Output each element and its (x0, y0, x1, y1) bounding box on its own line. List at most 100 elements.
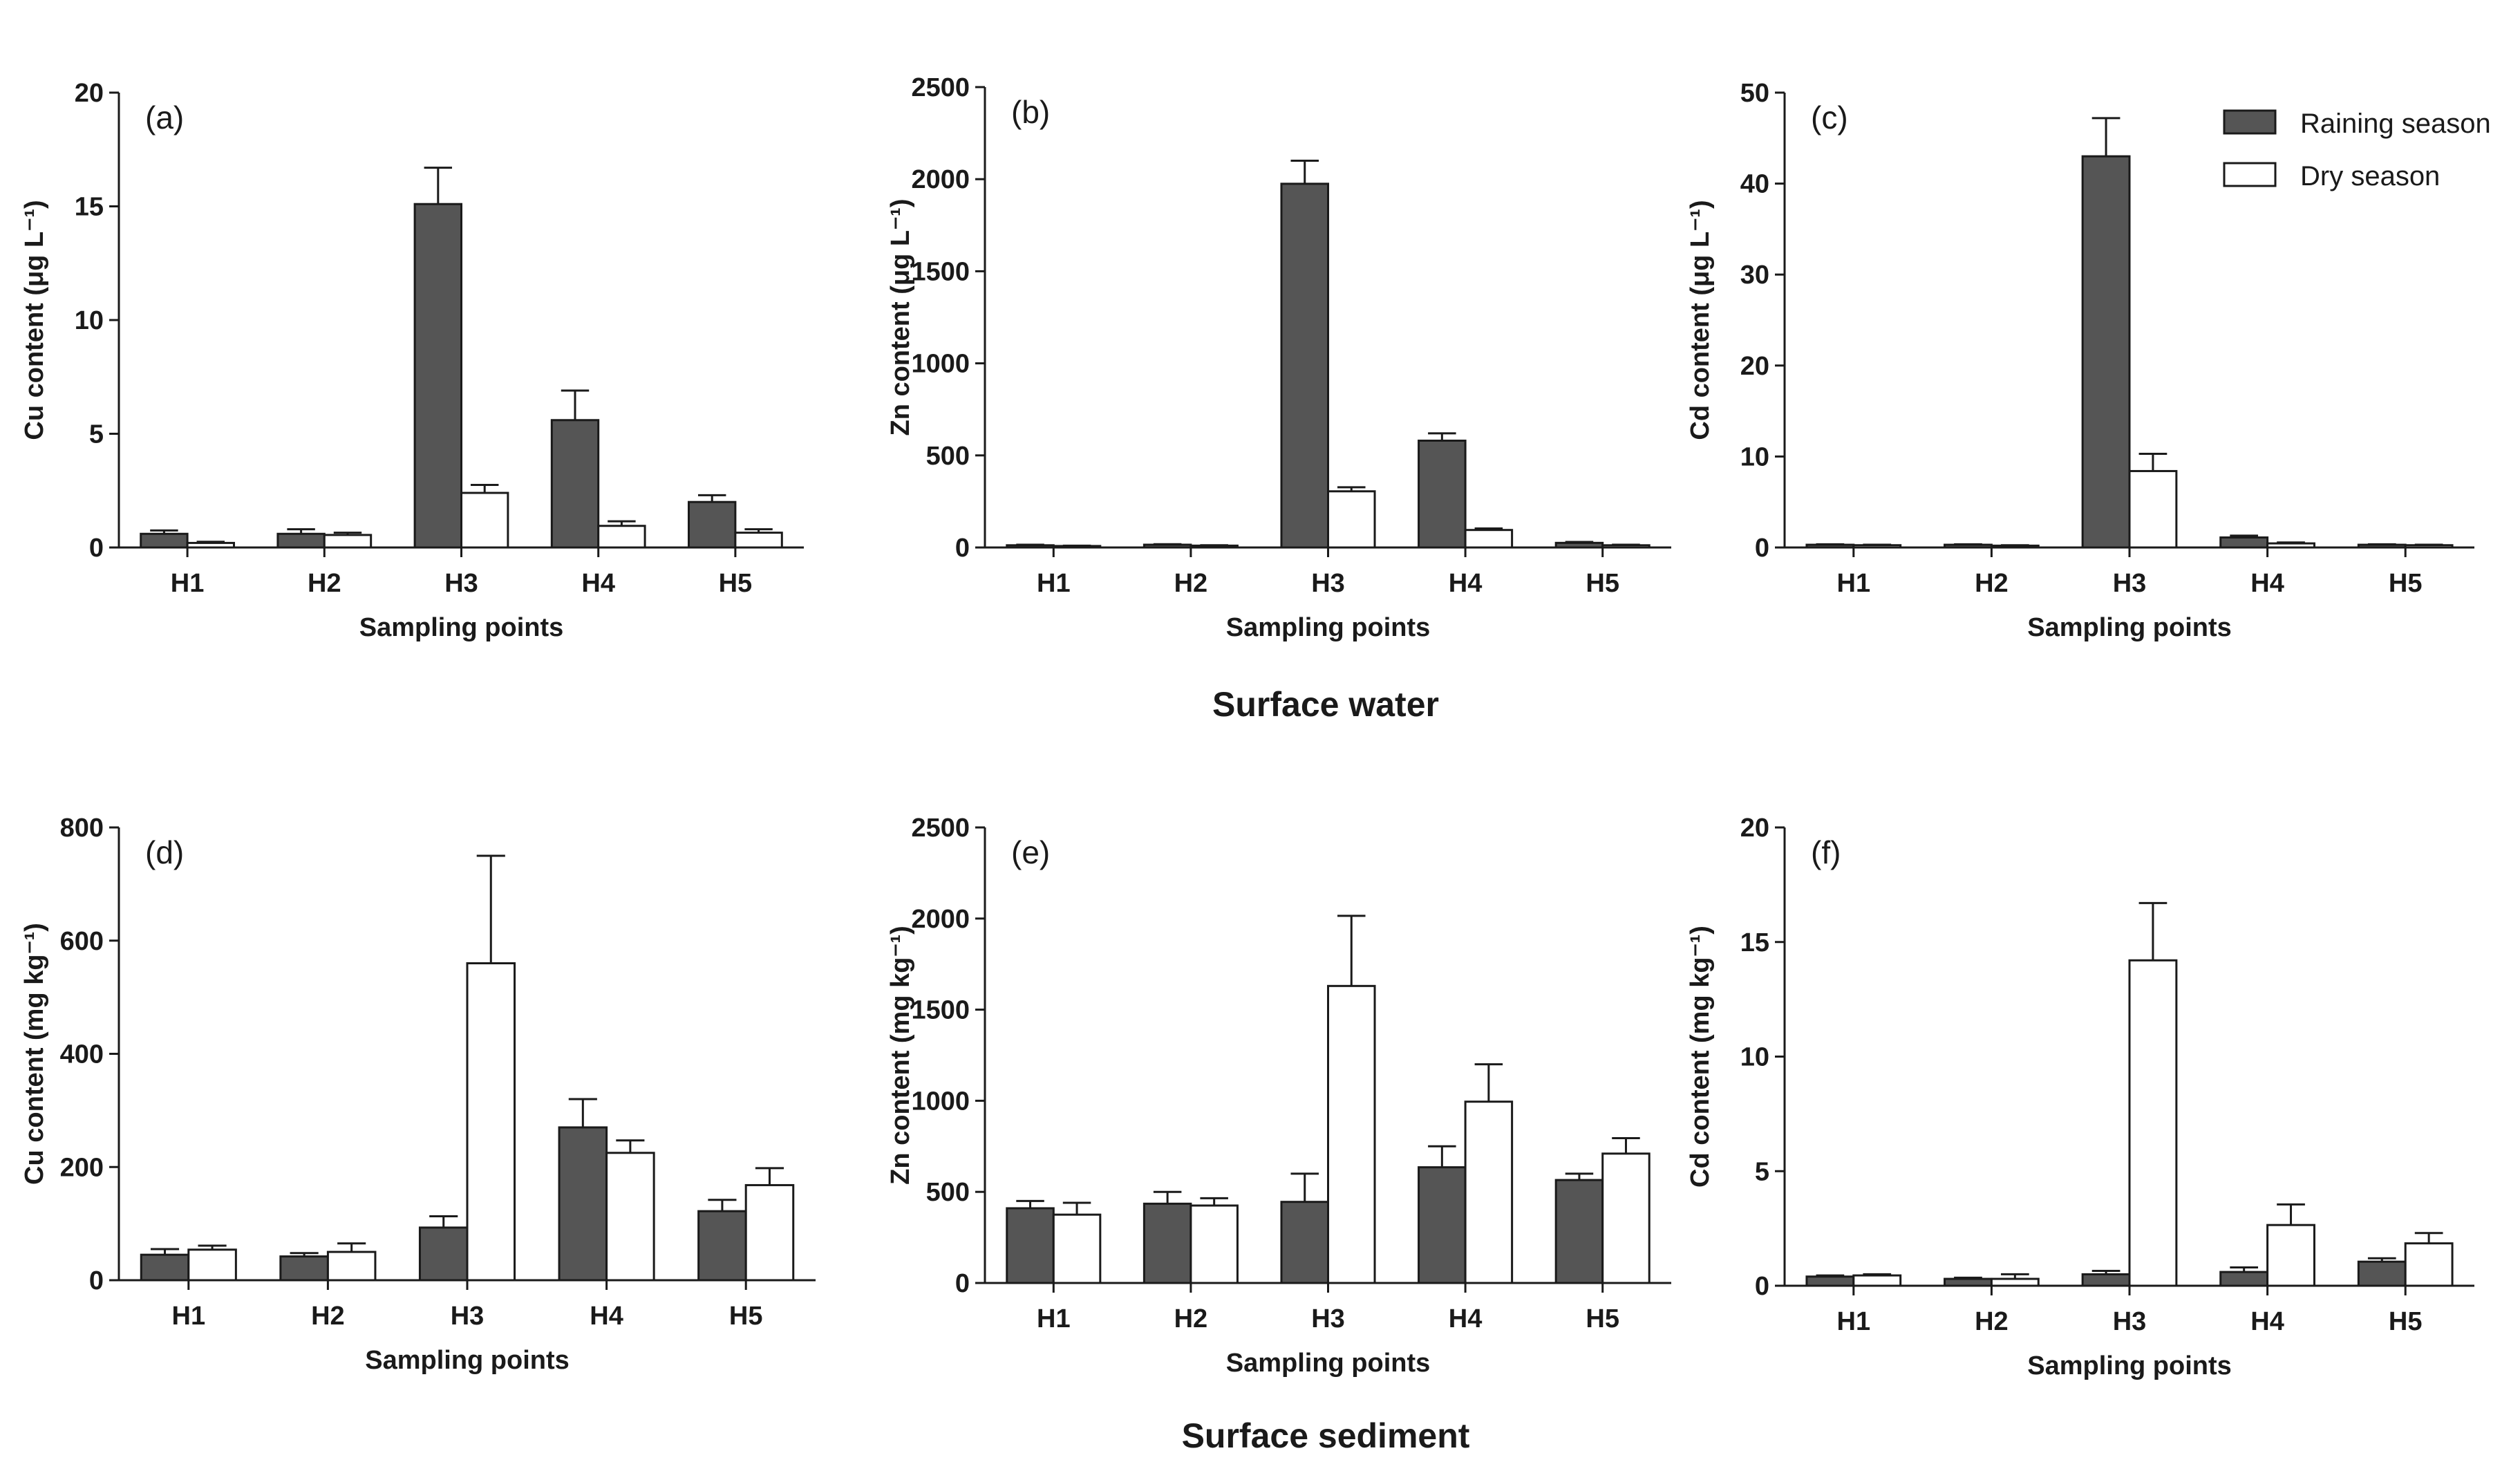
legend-swatch-dry (2223, 162, 2277, 187)
y-tick-label-a: 20 (75, 79, 104, 108)
x-tick-label-a: H5 (719, 569, 753, 598)
x-tick-label-f: H4 (2250, 1307, 2284, 1336)
panel-b: 0 500 1000 1500 2000 2500 H1 H2 H3 H4 H5 Sampling p… (886, 73, 1671, 642)
panel-label-d: (d) (145, 834, 184, 870)
y-tick-label-c: 30 (1740, 261, 1769, 290)
bar-b-h4-raining-season (1418, 439, 1467, 549)
y-tick-label-f: 0 (1755, 1272, 1769, 1301)
x-tick-label-d: H2 (311, 1302, 345, 1331)
bar-c-h3-dry-season (2128, 469, 2178, 549)
x-axis-label-d: Sampling points (365, 1346, 570, 1375)
bar-a-h5-raining-season (688, 500, 737, 549)
x-tick-label-b: H1 (1037, 569, 1071, 598)
x-tick-label-f: H1 (1837, 1307, 1871, 1336)
bar-f-h4-raining-season (2219, 1271, 2269, 1287)
bar-d-h3-raining-season (418, 1226, 469, 1282)
y-tick-label-b: 2000 (911, 165, 970, 194)
x-tick-label-d: H4 (590, 1302, 623, 1331)
bar-e-h1-raining-season (1006, 1207, 1055, 1284)
y-tick-label-b: 1500 (911, 257, 970, 286)
y-tick-label-d: 600 (60, 927, 104, 956)
bar-f-h2-dry-season (1990, 1277, 2040, 1287)
x-tick-label-c: H1 (1837, 569, 1871, 598)
y-tick-label-f: 20 (1740, 814, 1769, 843)
bar-a-h3-dry-season (460, 491, 509, 549)
bar-f-h2-raining-season (1944, 1277, 1993, 1287)
legend-label-dry: Dry season (2300, 161, 2440, 191)
panel-e: 0 500 1000 1500 2000 2500 H1 H2 H3 H4 H5 Sampling p… (886, 814, 1671, 1378)
x-tick-label-b: H5 (1586, 569, 1619, 598)
x-tick-label-a: H4 (581, 569, 615, 598)
x-tick-label-e: H3 (1311, 1304, 1345, 1333)
y-tick-label-e: 500 (926, 1178, 970, 1207)
x-tick-label-e: H4 (1449, 1304, 1483, 1333)
bar-f-h3-dry-season (2128, 959, 2178, 1287)
y-axis-label-e: Zn content (mg kg⁻¹) (886, 926, 915, 1185)
panel-f: 0 5 10 15 20 H1 H2 H3 H4 H5 Sampling points Cd cont… (1686, 814, 2474, 1380)
bar-e-h4-raining-season (1418, 1166, 1467, 1284)
x-tick-label-f: H5 (2389, 1307, 2423, 1336)
bar-e-h2-dry-season (1190, 1204, 1239, 1284)
y-tick-label-f: 15 (1740, 928, 1769, 957)
bar-d-h4-dry-season (605, 1152, 655, 1282)
bar-e-h1-dry-season (1052, 1213, 1102, 1284)
bar-a-h1-dry-season (186, 541, 235, 549)
bar-b-h4-dry-season (1464, 529, 1514, 549)
x-tick-label-e: H1 (1037, 1304, 1071, 1333)
legend: Raining season Dry season (2223, 109, 2491, 191)
y-axis-label-b: Zn content (μg L⁻¹) (886, 198, 915, 435)
bar-f-h5-raining-season (2357, 1260, 2407, 1287)
bar-d-h4-raining-season (558, 1126, 608, 1282)
y-tick-label-a: 0 (89, 534, 104, 563)
bar-f-h1-dry-season (1852, 1274, 1902, 1287)
x-tick-label-d: H1 (172, 1302, 206, 1331)
x-tick-label-d: H3 (451, 1302, 485, 1331)
y-tick-label-a: 15 (75, 193, 104, 222)
y-tick-label-c: 0 (1755, 534, 1769, 563)
x-axis-label-e: Sampling points (1226, 1349, 1431, 1378)
y-tick-label-c: 20 (1740, 352, 1769, 381)
x-tick-label-f: H2 (1975, 1307, 2009, 1336)
bar-d-h5-raining-season (697, 1210, 747, 1282)
x-tick-label-e: H5 (1586, 1304, 1619, 1333)
y-tick-label-e: 0 (955, 1269, 970, 1298)
panel-label-f: (f) (1811, 834, 1841, 870)
y-tick-label-b: 2500 (911, 73, 970, 102)
bar-f-h5-dry-season (2404, 1242, 2454, 1287)
x-tick-label-d: H5 (729, 1302, 763, 1331)
bar-d-h2-dry-season (326, 1250, 377, 1282)
bar-a-h5-dry-season (734, 532, 783, 549)
panel-label-a: (a) (145, 100, 184, 135)
bar-d-h3-dry-season (466, 962, 516, 1282)
x-tick-label-a: H2 (308, 569, 341, 598)
legend-swatch-raining (2223, 109, 2277, 135)
bar-a-h4-dry-season (597, 525, 646, 549)
y-tick-label-a: 5 (89, 420, 104, 449)
bar-b-h3-raining-season (1280, 182, 1329, 549)
panel-a: 0 5 10 15 20 H1 H2 H3 H4 H5 Sampling points Cu cont… (20, 79, 804, 642)
x-tick-label-a: H3 (444, 569, 478, 598)
x-axis-label-f: Sampling points (2027, 1351, 2232, 1380)
y-axis-label-c: Cd content (μg L⁻¹) (1686, 200, 1715, 440)
y-axis-label-f: Cd content (mg kg⁻¹) (1686, 926, 1715, 1188)
bar-c-h4-raining-season (2219, 536, 2269, 549)
bar-f-h3-raining-season (2081, 1273, 2131, 1287)
x-tick-label-b: H3 (1311, 569, 1345, 598)
bar-a-h2-dry-season (323, 534, 373, 549)
x-tick-label-f: H3 (2113, 1307, 2147, 1336)
bar-b-h3-dry-season (1327, 490, 1376, 549)
y-tick-label-d: 0 (89, 1266, 104, 1295)
bar-e-h2-raining-season (1143, 1202, 1192, 1284)
legend-label-raining: Raining season (2300, 109, 2491, 139)
y-tick-label-b: 1000 (911, 350, 970, 379)
bar-a-h3-raining-season (413, 203, 462, 549)
y-tick-label-e: 2000 (911, 905, 970, 934)
bar-e-h4-dry-season (1464, 1100, 1514, 1284)
y-axis-label-a: Cu content (μg L⁻¹) (20, 200, 49, 440)
y-tick-label-d: 200 (60, 1153, 104, 1182)
y-axis-label-d: Cu content (mg kg⁻¹) (20, 923, 49, 1185)
bar-a-h4-raining-season (550, 419, 600, 549)
bar-c-h4-dry-season (2266, 542, 2315, 549)
y-tick-label-c: 40 (1740, 170, 1769, 199)
